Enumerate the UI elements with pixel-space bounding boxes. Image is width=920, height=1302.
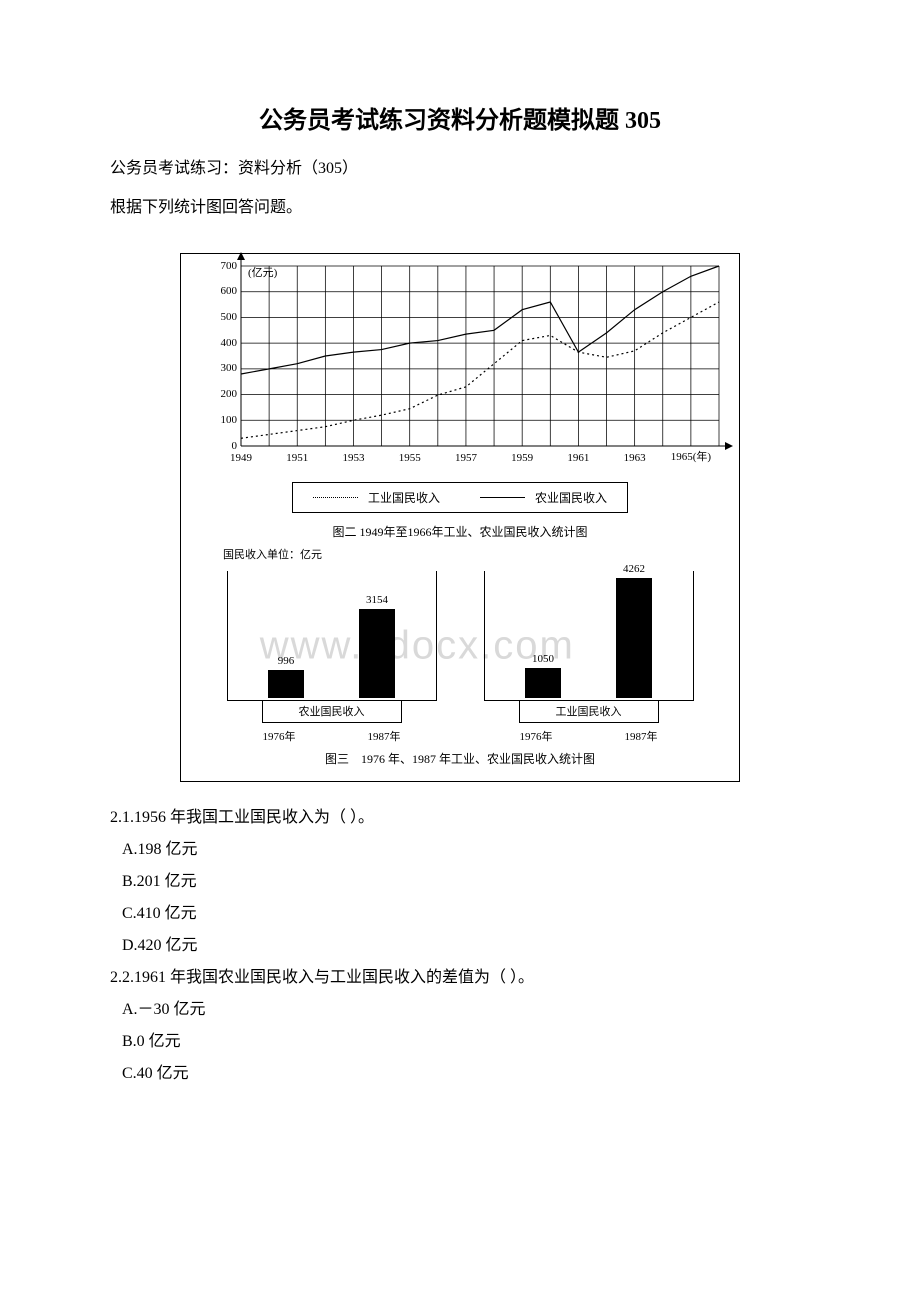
x-tick-label: 1963: [624, 452, 646, 464]
bar-group: 996 3154 农业国民收入 1976年 1987年: [203, 571, 460, 744]
legend-item: 工业国民收入: [313, 489, 440, 506]
bar-x-label: 1987年: [368, 728, 401, 744]
x-tick-label: 1955: [399, 452, 421, 464]
bar-value-label: 1050: [532, 653, 554, 665]
bar-x-label: 1976年: [263, 728, 296, 744]
page-title: 公务员考试练习资料分析题模拟题 305: [110, 100, 810, 135]
bar-unit-label: 国民收入单位：亿元: [193, 546, 727, 562]
bar-group-title: 工业国民收入: [519, 700, 659, 723]
legend-item: 农业国民收入: [480, 489, 607, 506]
x-tick-label: 1951: [286, 452, 308, 464]
bar-rect: [359, 609, 395, 698]
y-tick-label: 100: [193, 414, 237, 426]
question-text: 2.1.1956 年我国工业国民收入为（ ）。: [110, 802, 810, 834]
bar-rect: [525, 668, 561, 698]
y-tick-label: 200: [193, 388, 237, 400]
line-chart: (亿元) 01002003004005006007001949195119531…: [193, 266, 727, 476]
bar-column: 3154: [359, 594, 395, 698]
x-tick-label: 1961: [567, 452, 589, 464]
x-tick-label: 1949: [230, 452, 252, 464]
x-tick-label: 1959: [511, 452, 533, 464]
y-tick-label: 400: [193, 337, 237, 349]
bar-chart-caption: 图三 1976 年、1987 年工业、农业国民收入统计图: [193, 750, 727, 767]
bar-chart: 996 3154 农业国民收入 1976年 1987年 1050 4262 工业国民收入 197…: [193, 564, 727, 744]
instruction: 根据下列统计图回答问题。: [110, 194, 810, 223]
bar-value-label: 4262: [623, 563, 645, 575]
bar-rect: [268, 670, 304, 698]
x-tick-label: 1965(年): [671, 448, 711, 464]
y-tick-label: 600: [193, 285, 237, 297]
y-tick-label: 700: [193, 260, 237, 272]
bar-x-label: 1987年: [625, 728, 658, 744]
bar-column: 996: [268, 655, 304, 698]
bar-rect: [616, 578, 652, 698]
legend: 工业国民收入 农业国民收入: [292, 482, 628, 513]
questions-block: 2.1.1956 年我国工业国民收入为（ ）。A.198 亿元B.201 亿元C…: [110, 802, 810, 1090]
answer-option: B.201 亿元: [110, 866, 810, 898]
figure-container: (亿元) 01002003004005006007001949195119531…: [180, 253, 740, 782]
answer-option: C.40 亿元: [110, 1058, 810, 1090]
question-text: 2.2.1961 年我国农业国民收入与工业国民收入的差值为（ ）。: [110, 962, 810, 994]
y-tick-label: 300: [193, 362, 237, 374]
answer-option: B.0 亿元: [110, 1026, 810, 1058]
bar-value-label: 996: [278, 655, 295, 667]
y-tick-label: 500: [193, 311, 237, 323]
bar-value-label: 3154: [366, 594, 388, 606]
legend-line-icon: [313, 497, 358, 498]
subtitle: 公务员考试练习：资料分析（305）: [110, 155, 810, 184]
answer-option: D.420 亿元: [110, 930, 810, 962]
answer-option: A.198 亿元: [110, 834, 810, 866]
answer-option: C.410 亿元: [110, 898, 810, 930]
y-tick-label: 0: [193, 440, 237, 452]
x-tick-label: 1953: [342, 452, 364, 464]
legend-label: 农业国民收入: [535, 489, 607, 506]
line-chart-caption: 图二 1949年至1966年工业、农业国民收入统计图: [193, 523, 727, 540]
legend-label: 工业国民收入: [368, 489, 440, 506]
bar-column: 1050: [525, 653, 561, 698]
bar-column: 4262: [616, 563, 652, 698]
bar-group-title: 农业国民收入: [262, 700, 402, 723]
bar-x-label: 1976年: [520, 728, 553, 744]
legend-line-icon: [480, 497, 525, 498]
answer-option: A.－30 亿元: [110, 994, 810, 1026]
x-tick-label: 1957: [455, 452, 477, 464]
bar-group: 10504262工业国民收入1976年1987年: [460, 571, 717, 744]
